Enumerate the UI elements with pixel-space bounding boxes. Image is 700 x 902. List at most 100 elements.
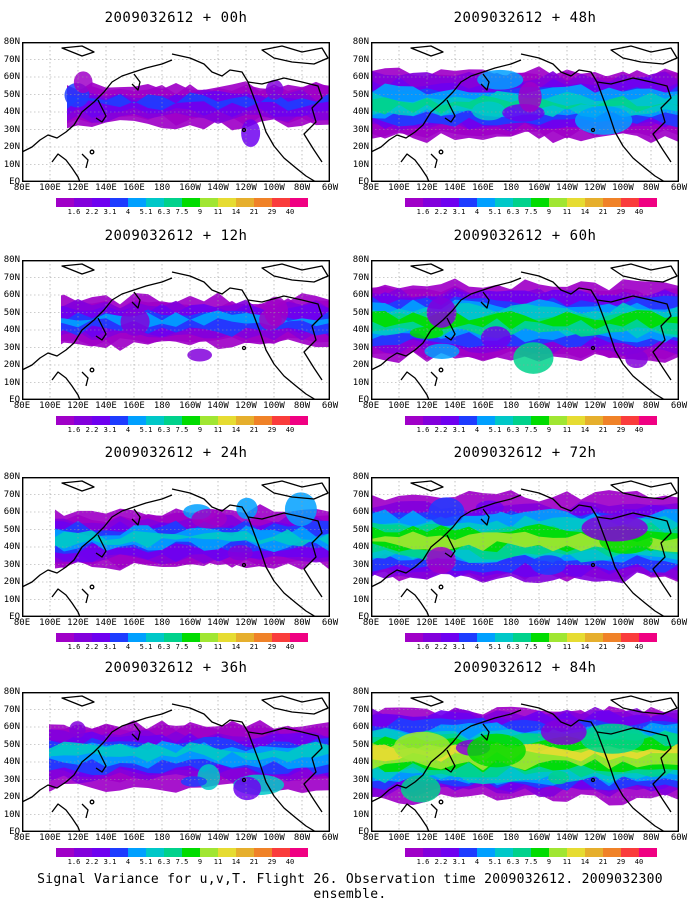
colorbar-swatch — [405, 198, 423, 207]
longitude-label: 140E — [444, 833, 466, 843]
forecast-map — [371, 692, 679, 832]
colorbar-label: 9 — [197, 858, 203, 866]
latitude-label: 30N — [352, 124, 369, 135]
colorbar-label: 1.6 — [416, 643, 430, 651]
colorbar-swatch — [92, 633, 110, 642]
colorbar-label: 9 — [197, 643, 203, 651]
longitude-label: 60W — [670, 833, 688, 843]
longitude-label: 120W — [584, 833, 606, 843]
colorbar-swatch — [218, 416, 236, 425]
colorbar-swatch — [290, 416, 308, 425]
colorbar-swatch — [164, 848, 182, 857]
latitude-label: 50N — [352, 307, 369, 318]
latitude-label: 30N — [3, 774, 20, 785]
latitude-label: 70N — [352, 54, 369, 65]
colorbar-swatch — [110, 633, 128, 642]
longitude-label: 80W — [642, 618, 660, 628]
latitude-label: 30N — [352, 342, 369, 353]
longitude-label: 120E — [67, 401, 89, 411]
longitude-label: 160E — [123, 833, 145, 843]
colorbar-swatch — [92, 416, 110, 425]
colorbar-label: 14 — [231, 643, 241, 651]
map-frame — [22, 260, 330, 400]
latitude-label: 60N — [352, 290, 369, 300]
colorbar-swatch — [459, 633, 477, 642]
colorbar-swatch — [272, 633, 290, 642]
figure-caption: Signal Variance for u,v,T. Flight 26. Ob… — [37, 872, 663, 902]
latitude-label: EQ — [358, 177, 369, 187]
longitude-label: 180 — [153, 833, 171, 843]
colorbar-swatch — [128, 198, 146, 207]
colorbar-swatch — [272, 198, 290, 207]
colorbar-label: 1.6 — [416, 858, 430, 866]
colorbar-swatch — [441, 198, 459, 207]
colorbar-label: 21 — [249, 643, 259, 651]
colorbar-swatch — [621, 848, 639, 857]
longitude-label: 160W — [179, 401, 201, 411]
longitude-label: 120E — [416, 833, 438, 843]
colorbar-swatch — [110, 198, 128, 207]
colorbar-swatch — [182, 848, 200, 857]
map-frame — [371, 42, 679, 182]
colorbar-swatch — [423, 633, 441, 642]
coastlines — [22, 263, 329, 400]
longitude-label: 180 — [502, 618, 520, 628]
colorbar-label: 40 — [285, 426, 295, 434]
colorbar-swatch — [74, 416, 92, 425]
colorbar-swatch — [218, 198, 236, 207]
colorbar-swatch — [92, 198, 110, 207]
colorbar-swatch — [56, 416, 74, 425]
longitude-label: 60W — [321, 401, 339, 411]
latitude-label: 80N — [3, 37, 20, 47]
longitude-label: 80E — [362, 833, 380, 843]
colorbar-label: 40 — [285, 208, 295, 216]
colorbar-swatch — [423, 198, 441, 207]
colorbar-swatch — [621, 198, 639, 207]
longitude-label: 140W — [556, 401, 578, 411]
longitude-label: 60W — [670, 401, 688, 411]
colorbar-label: 6.3 — [506, 643, 520, 651]
colorbar-swatch — [585, 198, 603, 207]
latitude-label: 70N — [352, 272, 369, 283]
colorbar-label: 2.2 — [434, 208, 448, 216]
latitude-label: 10N — [3, 809, 20, 820]
graticule — [371, 260, 679, 400]
longitude-label: 140W — [556, 833, 578, 843]
longitude-label: 140W — [207, 618, 229, 628]
colorbar-swatch — [272, 848, 290, 857]
colorbar-swatch — [513, 416, 531, 425]
longitude-label: 100E — [388, 618, 410, 628]
colorbar-label: 2.2 — [434, 643, 448, 651]
colorbar-label: 40 — [285, 858, 295, 866]
colorbar-swatch — [290, 198, 308, 207]
longitude-label: 80E — [13, 833, 31, 843]
colorbar-label: 2.2 — [85, 643, 99, 651]
colorbar-swatch — [164, 198, 182, 207]
colorbar-swatch — [441, 848, 459, 857]
longitude-label: 160E — [472, 401, 494, 411]
colorbar-swatch — [603, 198, 621, 207]
latitude-label: 50N — [3, 89, 20, 100]
longitude-label: 160W — [179, 183, 201, 193]
colorbar-label: 3.1 — [452, 858, 466, 866]
colorbar-label: 9 — [546, 643, 552, 651]
longitude-label: 100W — [612, 833, 634, 843]
colorbar-swatch — [164, 416, 182, 425]
colorbar-swatch — [549, 633, 567, 642]
colorbar-swatch — [603, 848, 621, 857]
latitude-label: 20N — [352, 142, 369, 152]
colorbar-swatch — [272, 416, 290, 425]
longitude-label: 100W — [263, 618, 285, 628]
variance-field — [49, 720, 330, 801]
longitude-label: 60W — [321, 183, 339, 193]
longitude-label: 120W — [584, 183, 606, 193]
colorbar-label: 7.5 — [524, 858, 538, 866]
colorbar-label: 4 — [474, 643, 480, 651]
colorbar-label: 29 — [616, 426, 626, 434]
colorbar-label: 11 — [213, 208, 223, 216]
panel-title: 2009032612 + 84h — [453, 660, 597, 676]
longitude-label: 160E — [472, 183, 494, 193]
longitude-label: 140E — [444, 401, 466, 411]
graticule — [371, 42, 679, 182]
latitude-label: 40N — [352, 107, 369, 117]
